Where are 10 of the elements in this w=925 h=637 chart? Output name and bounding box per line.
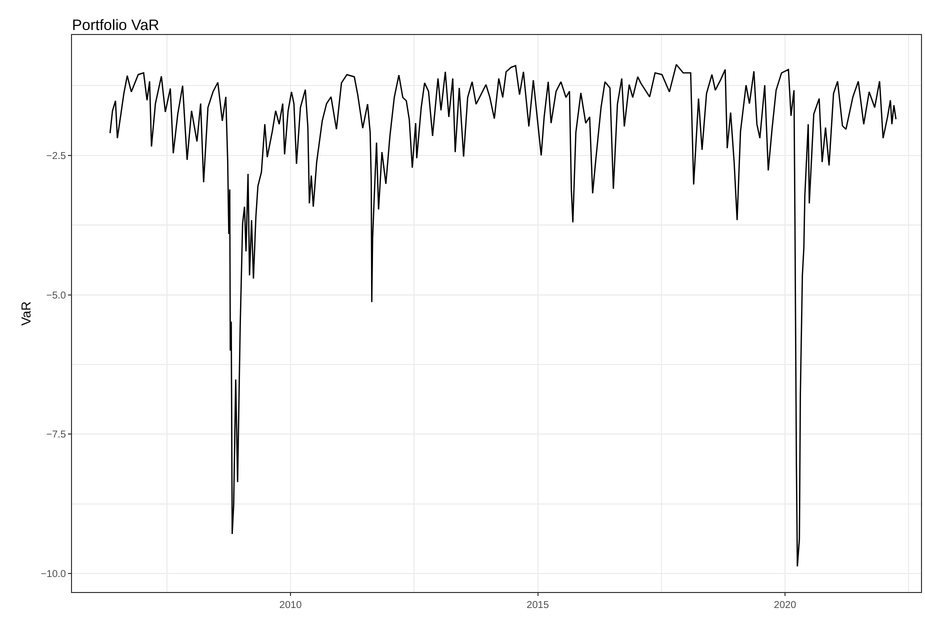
y-axis-title: VaR (18, 301, 34, 326)
line-series (109, 64, 897, 567)
y-tick-label: −10.0 (40, 569, 66, 580)
y-tick-label: −2.5 (46, 150, 66, 162)
x-tick-label: 2020 (774, 600, 797, 611)
x-tick-label: 2015 (526, 600, 550, 611)
y-tick-label: −7.5 (46, 430, 66, 441)
chart-title: Portfolio VaR (72, 17, 160, 34)
x-tick-label: 2010 (279, 600, 302, 611)
y-tick-label: −5.0 (46, 290, 66, 302)
